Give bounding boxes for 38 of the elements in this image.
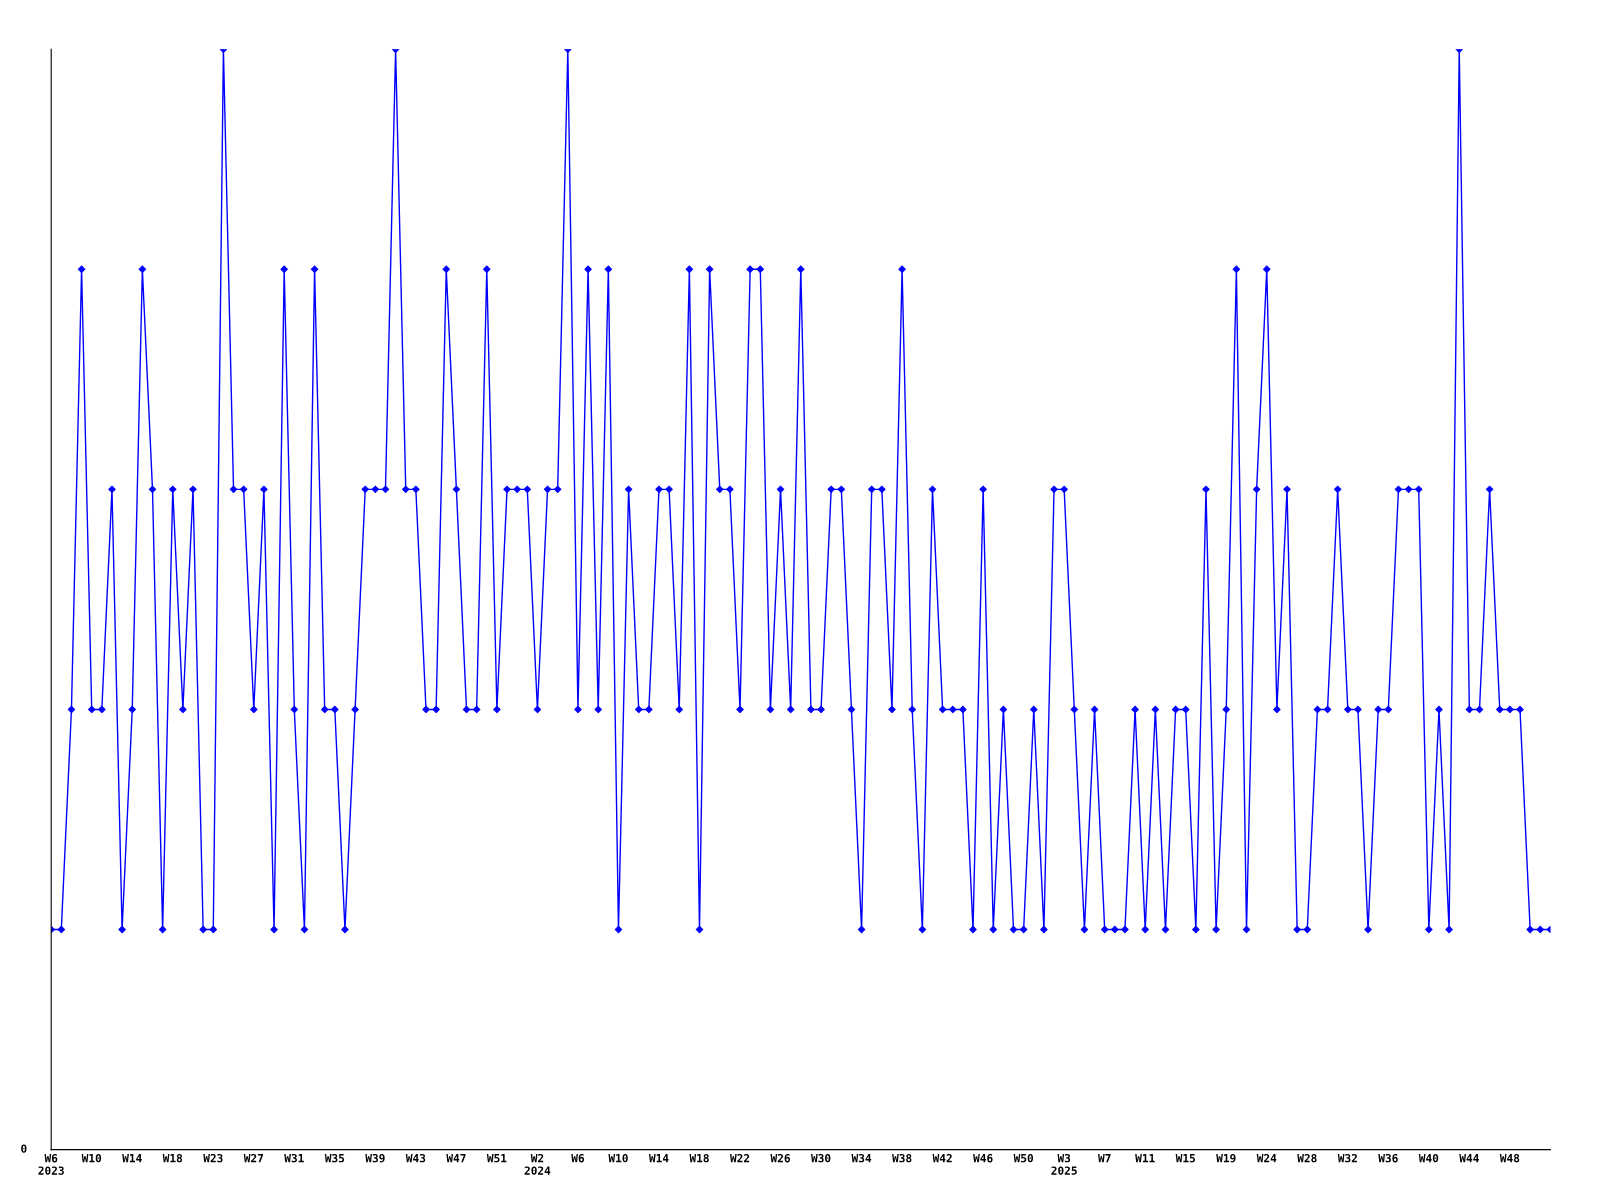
text: 0 (21, 1144, 27, 1153)
x-tick-label: W22 (729, 1153, 750, 1163)
x-tick-label: W11 (1135, 1154, 1155, 1163)
x-tick-label: W31 (284, 1153, 304, 1163)
x-tick-label: W47 (446, 1154, 466, 1163)
x-tick-label: W34 (851, 1153, 872, 1163)
x-tick-label: W51 (486, 1154, 507, 1163)
x-tick-label: W24 (1256, 1153, 1277, 1163)
x-tick-label: W19 (1216, 1154, 1236, 1163)
x-tick-label: W36 (1378, 1153, 1398, 1163)
x-tick-label: W2 2024 (524, 1153, 551, 1175)
x-tick-label: W39 (365, 1153, 385, 1163)
x-tick-label: W43 (405, 1153, 426, 1163)
x-tick-label: W3 2025 (1051, 1153, 1077, 1175)
x-tick-label: W14 (122, 1154, 142, 1163)
x-tick-label: W10 (608, 1153, 628, 1163)
x-tick-label: W35 (324, 1153, 345, 1163)
x-tick-label: W46 (973, 1153, 993, 1163)
x-tick-label: W32 (1337, 1153, 1357, 1163)
x-tick-label: W44 (1459, 1154, 1479, 1163)
x-tick-label: W10 (81, 1153, 102, 1163)
x-tick-label: W40 (1418, 1153, 1439, 1163)
x-tick-label: W7 (1098, 1154, 1111, 1163)
x-tick-label: W42 (932, 1153, 952, 1163)
x-tick-label: W15 (1175, 1154, 1196, 1163)
x-tick-label: W48 (1499, 1153, 1520, 1163)
x-tick-label: W23 (203, 1153, 223, 1163)
x-tick-label: W18 (689, 1153, 709, 1163)
x-tick-label: W6 2023 (38, 1153, 64, 1175)
x-tick-label: W14 (648, 1154, 669, 1163)
x-tick-label: W27 (243, 1153, 263, 1163)
x-tick-label: W38 (892, 1153, 912, 1163)
x-tick-label: W28 (1297, 1153, 1317, 1163)
x-tick-label: W50 (1013, 1153, 1034, 1163)
x-tick-label: W18 (162, 1153, 183, 1163)
x-tick-label: W6 (571, 1153, 585, 1163)
x-tick-label: W30 (811, 1153, 831, 1163)
x-tick-label: W26 (770, 1153, 790, 1163)
